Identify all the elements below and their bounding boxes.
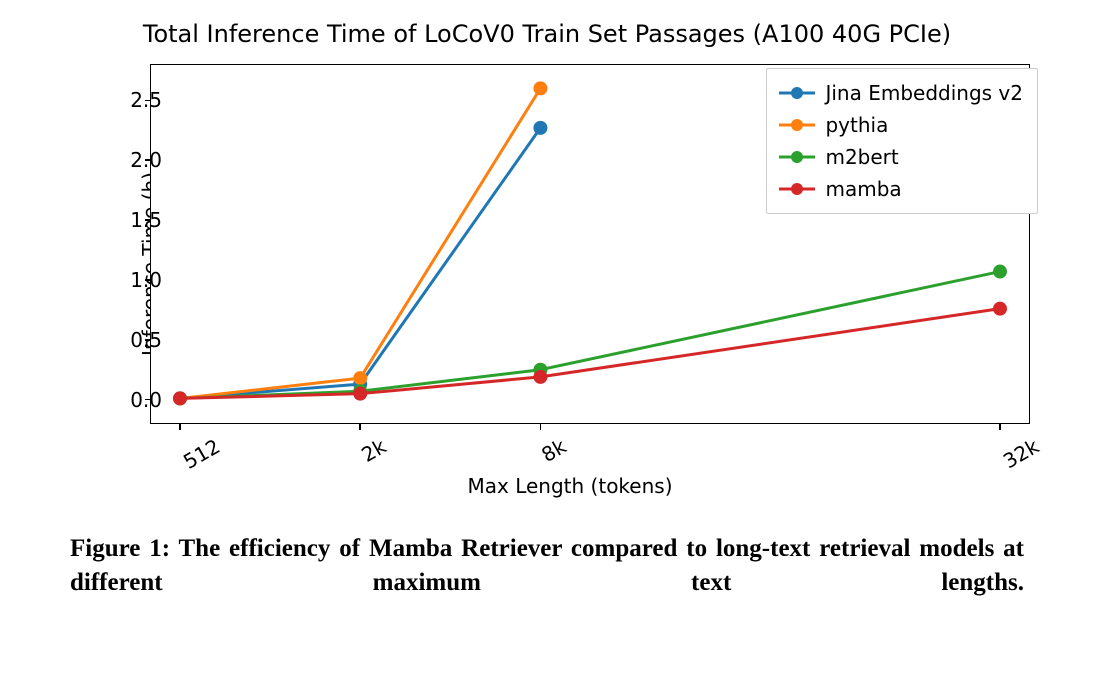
legend-item: pythia bbox=[779, 109, 1023, 141]
y-tick-label: 1.0 bbox=[112, 268, 162, 292]
series-line bbox=[180, 88, 540, 398]
series-marker bbox=[993, 265, 1007, 279]
series-marker bbox=[993, 302, 1007, 316]
series-marker bbox=[533, 81, 547, 95]
figure-caption: Figure 1: The efficiency of Mamba Retrie… bbox=[70, 532, 1024, 600]
figure-container: Total Inference Time of LoCoV0 Train Set… bbox=[0, 0, 1094, 698]
legend-swatch bbox=[779, 147, 815, 167]
series-line bbox=[180, 272, 1000, 399]
legend-label: pythia bbox=[825, 109, 888, 141]
y-tick-label: 0.5 bbox=[112, 328, 162, 352]
x-tick-mark bbox=[359, 424, 361, 430]
x-tick-label: 32k bbox=[999, 434, 1043, 473]
legend-item: m2bert bbox=[779, 141, 1023, 173]
y-tick-mark bbox=[145, 219, 151, 221]
series-marker bbox=[353, 387, 367, 401]
series-marker bbox=[533, 370, 547, 384]
series-marker bbox=[173, 391, 187, 405]
legend-label: mamba bbox=[825, 173, 901, 205]
x-tick-label: 2k bbox=[357, 434, 390, 467]
legend-label: m2bert bbox=[825, 141, 898, 173]
legend-item: Jina Embeddings v2 bbox=[779, 77, 1023, 109]
y-tick-mark bbox=[145, 159, 151, 161]
legend-swatch bbox=[779, 115, 815, 135]
x-tick-mark bbox=[999, 424, 1001, 430]
y-tick-label: 1.5 bbox=[112, 208, 162, 232]
x-axis-label: Max Length (tokens) bbox=[468, 474, 673, 498]
y-tick-mark bbox=[145, 399, 151, 401]
series-line bbox=[180, 128, 540, 399]
chart-title: Total Inference Time of LoCoV0 Train Set… bbox=[40, 20, 1054, 48]
legend-swatch bbox=[779, 83, 815, 103]
y-tick-mark bbox=[145, 279, 151, 281]
y-tick-label: 2.5 bbox=[112, 88, 162, 112]
legend-swatch bbox=[779, 179, 815, 199]
x-tick-mark bbox=[540, 424, 542, 430]
y-tick-mark bbox=[145, 100, 151, 102]
legend-item: mamba bbox=[779, 173, 1023, 205]
x-tick-mark bbox=[179, 424, 181, 430]
y-tick-label: 0.0 bbox=[112, 388, 162, 412]
legend: Jina Embeddings v2pythiam2bertmamba bbox=[766, 68, 1038, 214]
y-tick-mark bbox=[145, 339, 151, 341]
x-tick-label: 8k bbox=[538, 434, 571, 467]
legend-label: Jina Embeddings v2 bbox=[825, 77, 1023, 109]
plot-area: Inference Time (h) Jina Embeddings v2pyt… bbox=[90, 54, 1050, 474]
x-tick-label: 512 bbox=[179, 434, 224, 474]
y-tick-label: 2.0 bbox=[112, 148, 162, 172]
series-marker bbox=[353, 371, 367, 385]
series-marker bbox=[533, 121, 547, 135]
